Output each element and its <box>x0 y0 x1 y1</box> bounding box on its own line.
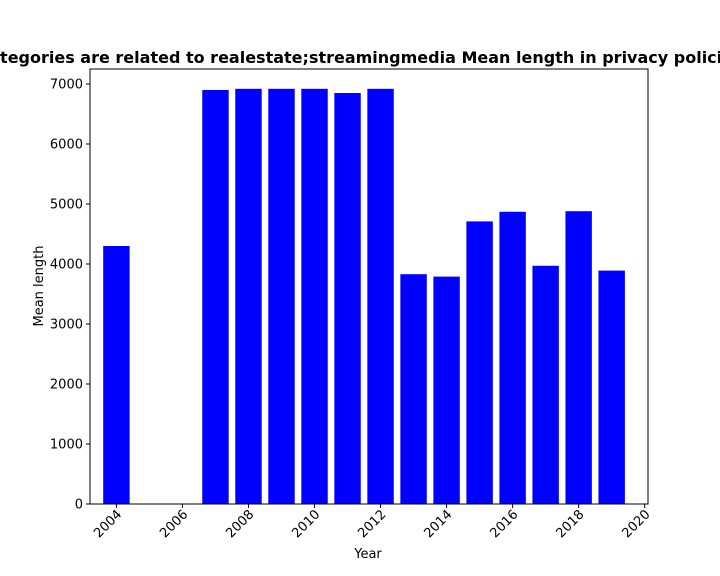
x-tick-label: 2020 <box>620 507 654 541</box>
x-tick-label: 2004 <box>91 507 125 541</box>
bar-2009 <box>268 88 295 505</box>
x-tick-label: 2016 <box>487 507 521 541</box>
bar-2013 <box>400 274 427 504</box>
bar-2017 <box>532 265 559 504</box>
bar-2004 <box>103 246 130 504</box>
bar-2018 <box>565 211 592 504</box>
y-tick-label: 4000 <box>50 258 83 273</box>
y-tick-label: 2000 <box>50 378 83 393</box>
bar-2015 <box>466 221 493 504</box>
bar-2008 <box>235 88 262 505</box>
x-tick-label: 2008 <box>223 507 257 541</box>
y-tick-label: 0 <box>75 498 83 513</box>
bar-2012 <box>367 88 394 505</box>
bars-group <box>103 88 625 505</box>
y-tick-label: 3000 <box>50 318 83 333</box>
y-tick-label: 7000 <box>50 78 83 93</box>
x-tick-label: 2010 <box>289 507 323 541</box>
bar-2011 <box>334 93 361 504</box>
x-tick-label: 2014 <box>421 507 455 541</box>
plot-frame <box>89 68 649 505</box>
bar-2010 <box>301 88 328 505</box>
x-tick-label: 2012 <box>355 507 389 541</box>
y-tick-label: 5000 <box>50 198 83 213</box>
y-axis: 0 1000 2000 3000 4000 5000 6000 7000 <box>50 78 90 513</box>
x-axis: 2004 2006 2008 2010 2012 2014 2016 2018 2020 <box>91 504 654 541</box>
x-axis-label: Year <box>353 547 382 562</box>
bar-2019 <box>598 270 625 504</box>
y-tick-label: 6000 <box>50 138 83 153</box>
y-axis-label: Mean length <box>32 246 47 327</box>
x-tick-label: 2018 <box>553 507 587 541</box>
bar-2007 <box>202 90 229 504</box>
y-tick-label: 1000 <box>50 438 83 453</box>
bar-2016 <box>499 211 526 505</box>
bar-2014 <box>433 276 460 504</box>
x-tick-label: 2006 <box>157 507 191 541</box>
chart-title: Categories are related to realestate;str… <box>0 48 720 67</box>
